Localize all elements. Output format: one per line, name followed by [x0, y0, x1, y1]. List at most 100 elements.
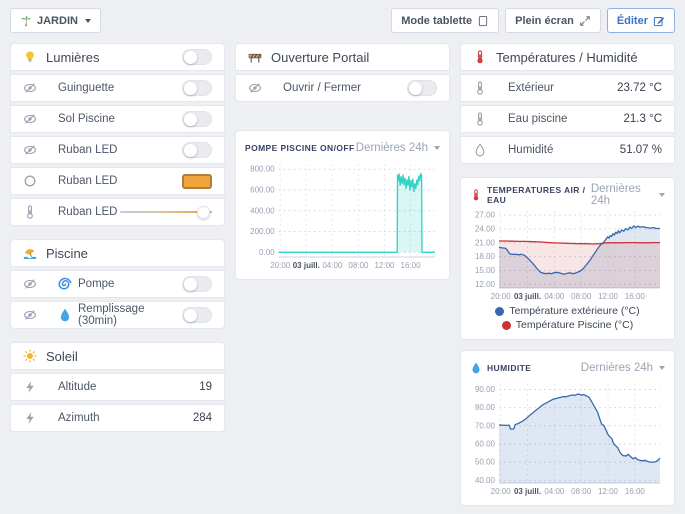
svg-text:03 juill.: 03 juill.: [293, 261, 320, 270]
eye-hidden-icon: [23, 112, 37, 126]
row-ouvrir-fermer: Ouvrir / Fermer: [235, 74, 450, 102]
remplissage-toggle[interactable]: [182, 307, 212, 323]
column-middle: Ouverture Portail Ouvrir / Fermer POMPE …: [235, 43, 450, 280]
chart-header: TEMPERATURES AIR / EAU Dernières 24h: [470, 186, 665, 204]
caret-down-icon: [434, 146, 440, 150]
fullscreen-label: Plein écran: [515, 15, 574, 27]
lightning-icon: [23, 380, 37, 394]
command-label: Humidité: [508, 144, 553, 156]
exterieur-value: 23.72 °C: [617, 82, 662, 94]
caret-down-icon: [659, 366, 665, 370]
range-dropdown[interactable]: Dernières 24h: [581, 362, 665, 374]
panel-title: Températures / Humidité: [496, 50, 638, 65]
command-label: Ouvrir / Fermer: [283, 82, 361, 94]
pompe-toggle[interactable]: [182, 276, 212, 292]
barrier-icon: [248, 50, 262, 64]
panel-lumieres: Lumières Guinguette Sol Piscine Ruban LE…: [10, 43, 225, 226]
panel-lumieres-header: Lumières: [10, 43, 225, 71]
guinguette-toggle[interactable]: [182, 80, 212, 96]
room-selector-button[interactable]: JARDIN: [10, 8, 101, 33]
svg-text:12.00: 12.00: [475, 280, 496, 289]
svg-text:08:00: 08:00: [348, 261, 369, 270]
lightbulb-icon: [23, 50, 37, 64]
humidite-chart: 20:0003 juill.04:0008:0012:0016:0040.005…: [470, 379, 665, 497]
lightning-icon: [23, 411, 37, 425]
svg-text:800.00: 800.00: [250, 165, 275, 174]
lumieres-master-toggle[interactable]: [182, 49, 212, 65]
svg-text:20:00: 20:00: [491, 292, 512, 301]
command-label: Remplissage (30min): [78, 303, 182, 327]
command-label: Sol Piscine: [58, 113, 115, 125]
portail-toggle[interactable]: [407, 80, 437, 96]
row-ruban-led-switch: Ruban LED: [10, 136, 225, 164]
range-dropdown[interactable]: Dernières 24h: [356, 142, 440, 154]
panel-portail: Ouverture Portail Ouvrir / Fermer: [235, 43, 450, 102]
chart-title-text: TEMPERATURES AIR / EAU: [487, 185, 591, 205]
dashboard-grid: Lumières Guinguette Sol Piscine Ruban LE…: [10, 43, 675, 506]
edit-button[interactable]: Éditer: [607, 8, 675, 33]
range-dropdown[interactable]: Dernières 24h: [591, 183, 665, 207]
svg-text:70.00: 70.00: [475, 421, 496, 430]
room-label: JARDIN: [37, 15, 78, 27]
palm-tree-icon: [20, 15, 32, 27]
range-label: Dernières 24h: [581, 362, 653, 374]
row-altitude: Altitude 19: [10, 373, 225, 401]
svg-text:20:00: 20:00: [270, 261, 291, 270]
svg-text:04:00: 04:00: [544, 487, 565, 496]
edit-label: Éditer: [617, 15, 648, 27]
slider-knob[interactable]: [197, 206, 210, 219]
svg-text:08:00: 08:00: [571, 487, 592, 496]
svg-text:20:00: 20:00: [491, 487, 512, 496]
eye-hidden-icon: [248, 81, 262, 95]
svg-text:04:00: 04:00: [322, 261, 343, 270]
eau-piscine-value: 21.3 °C: [624, 113, 662, 125]
ruban-led-slider[interactable]: [120, 205, 212, 219]
command-label: Ruban LED: [58, 175, 117, 187]
beach-icon: [23, 246, 37, 260]
ruban-led-toggle[interactable]: [182, 142, 212, 158]
topbar-actions: Mode tablette Plein écran Éditer: [391, 8, 675, 33]
command-label: Ruban LED: [58, 206, 117, 218]
caret-down-icon: [659, 193, 665, 197]
sol-piscine-toggle[interactable]: [182, 111, 212, 127]
command-label: Guinguette: [58, 82, 114, 94]
expand-icon: [579, 15, 591, 27]
row-ruban-led-color: Ruban LED: [10, 167, 225, 195]
legend-dot-red: [502, 321, 511, 330]
row-sol-piscine: Sol Piscine: [10, 105, 225, 133]
command-label: Altitude: [58, 381, 96, 393]
eye-hidden-icon: [23, 81, 37, 95]
sun-icon: [23, 349, 37, 363]
fullscreen-button[interactable]: Plein écran: [505, 8, 601, 33]
row-remplissage: Remplissage (30min): [10, 301, 225, 329]
ruban-led-color-swatch[interactable]: [182, 174, 212, 189]
droplet-outline-icon: [473, 143, 487, 157]
command-label: Pompe: [78, 278, 114, 290]
altitude-value: 19: [199, 381, 212, 393]
pompe-chart: 20:0003 juill.04:0008:0012:0016:000.0020…: [245, 159, 440, 271]
eye-hidden-icon: [23, 277, 37, 291]
command-label: Ruban LED: [58, 144, 117, 156]
row-pompe: Pompe: [10, 270, 225, 298]
svg-text:200.00: 200.00: [250, 227, 275, 236]
svg-text:08:00: 08:00: [571, 292, 592, 301]
svg-text:12:00: 12:00: [598, 487, 619, 496]
thermometer-icon: [473, 112, 487, 126]
tablet-mode-button[interactable]: Mode tablette: [391, 8, 499, 33]
row-guinguette: Guinguette: [10, 74, 225, 102]
panel-piscine: Piscine Pompe Remplissage (30min): [10, 239, 225, 329]
row-humidite: Humidité 51.07 %: [460, 136, 675, 164]
card-temperature-chart: TEMPERATURES AIR / EAU Dernières 24h 20:…: [460, 177, 675, 340]
humidite-value: 51.07 %: [620, 144, 662, 156]
cyclone-icon: [58, 277, 72, 291]
range-label: Dernières 24h: [591, 183, 653, 207]
row-eau-piscine: Eau piscine 21.3 °C: [460, 105, 675, 133]
azimuth-value: 284: [193, 412, 212, 424]
command-label: Extérieur: [508, 82, 554, 94]
circle-outline-icon: [23, 174, 37, 188]
chart-title: HUMIDITE: [470, 362, 531, 374]
svg-text:04:00: 04:00: [544, 292, 565, 301]
column-right: Températures / Humidité Extérieur 23.72 …: [460, 43, 675, 506]
svg-text:24.00: 24.00: [475, 224, 496, 233]
svg-text:40.00: 40.00: [475, 476, 496, 485]
